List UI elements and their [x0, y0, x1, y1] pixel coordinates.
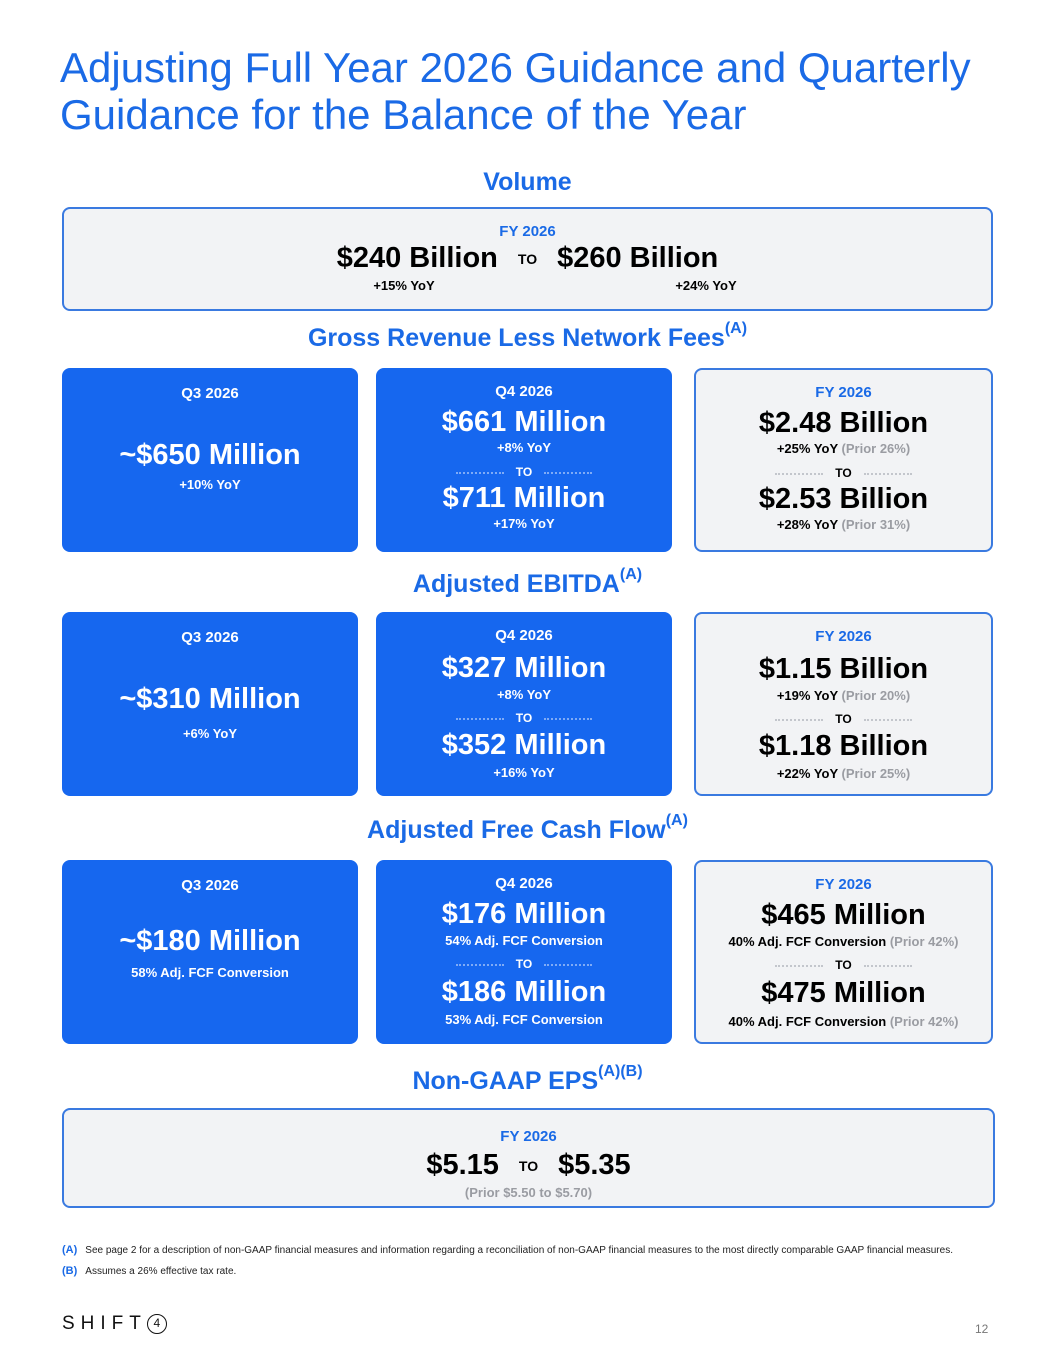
- ebitda-fy-card: FY 2026 $1.15 Billion +19% YoY (Prior 20…: [694, 612, 993, 796]
- fcf-fy-low: $465 Million: [761, 899, 926, 931]
- ebitda-q3-value: ~$310 Million: [119, 683, 301, 715]
- revenue-q4-high: $711 Million: [442, 482, 606, 514]
- ebitda-heading: Adjusted EBITDA(A): [412, 566, 643, 598]
- fcf-fy-low-sub: 40% Adj. FCF Conversion (Prior 42%): [728, 934, 959, 949]
- volume-period: FY 2026: [499, 223, 556, 240]
- revenue-fy-low: $2.48 Billion: [758, 407, 929, 439]
- volume-low: $240 Billion: [336, 242, 498, 274]
- ebitda-q4-low: $327 Million: [441, 652, 607, 684]
- ebitda-note: (A): [619, 566, 643, 583]
- fcf-fy-divider: TO: [696, 958, 991, 972]
- ebitda-fy-low: $1.15 Billion: [758, 653, 929, 685]
- revenue-fy-divider: TO: [696, 466, 991, 480]
- volume-low-yoy: +15% YoY: [373, 278, 435, 293]
- fcf-q4-high: $186 Million: [441, 976, 607, 1008]
- revenue-q4-divider: TO: [376, 465, 672, 479]
- eps-high: $5.35: [558, 1149, 631, 1181]
- revenue-q4-high-sub: +17% YoY: [493, 516, 555, 531]
- eps-heading: Non-GAAP EPS(A)(B): [412, 1063, 643, 1095]
- revenue-q4-low: $661 Million: [441, 406, 607, 438]
- page-title: Adjusting Full Year 2026 Guidance and Qu…: [60, 44, 971, 138]
- revenue-fy-low-sub: +25% YoY (Prior 26%): [776, 441, 911, 456]
- fcf-q4-period: Q4 2026: [495, 875, 553, 892]
- revenue-q4-low-sub: +8% YoY: [496, 440, 552, 455]
- revenue-q4-card: Q4 2026 $661 Million +8% YoY TO $711 Mil…: [376, 368, 672, 552]
- eps-note: (A)(B): [598, 1063, 643, 1080]
- eps-low: $5.15: [426, 1149, 499, 1181]
- fcf-heading: Adjusted Free Cash Flow(A): [367, 812, 688, 844]
- fcf-fy-card: FY 2026 $465 Million 40% Adj. FCF Conver…: [694, 860, 993, 1044]
- revenue-note: (A): [724, 320, 748, 337]
- eps-period: FY 2026: [500, 1128, 557, 1145]
- volume-heading: Volume: [483, 168, 572, 196]
- ebitda-q4-card: Q4 2026 $327 Million +8% YoY TO $352 Mil…: [376, 612, 672, 796]
- revenue-fy-card: FY 2026 $2.48 Billion +25% YoY (Prior 26…: [694, 368, 993, 552]
- fcf-q4-low-sub: 54% Adj. FCF Conversion: [445, 933, 603, 948]
- eps-to: TO: [518, 1158, 539, 1175]
- revenue-q3-card: Q3 2026 ~$650 Million +10% YoY: [62, 368, 358, 552]
- fcf-fy-high-sub: 40% Adj. FCF Conversion (Prior 42%): [728, 1014, 959, 1029]
- ebitda-q4-period: Q4 2026: [495, 627, 553, 644]
- shift4-logo: SHIFT 4: [62, 1313, 167, 1335]
- volume-high-yoy: +24% YoY: [675, 278, 737, 293]
- revenue-q3-period: Q3 2026: [181, 385, 239, 402]
- footnote-a: (A) See page 2 for a description of non-G…: [62, 1244, 953, 1256]
- ebitda-fy-low-sub: +19% YoY (Prior 20%): [776, 688, 911, 703]
- revenue-fy-high-sub: +28% YoY (Prior 31%): [776, 517, 911, 532]
- eps-prior: (Prior $5.50 to $5.70): [464, 1185, 593, 1200]
- page-number: 12: [975, 1322, 989, 1336]
- revenue-q3-sub: +10% YoY: [179, 477, 241, 492]
- ebitda-fy-divider: TO: [696, 712, 991, 726]
- fcf-q4-high-sub: 53% Adj. FCF Conversion: [445, 1012, 603, 1027]
- ebitda-fy-high-sub: +22% YoY (Prior 25%): [776, 766, 911, 781]
- volume-card: FY 2026 $240 Billion TO $260 Billion +15% …: [62, 207, 993, 311]
- fcf-q3-sub: 58% Adj. FCF Conversion: [131, 965, 289, 980]
- revenue-q4-period: Q4 2026: [495, 383, 553, 400]
- revenue-fy-high: $2.53 Billion: [758, 483, 929, 515]
- fcf-q3-card: Q3 2026 ~$180 Million 58% Adj. FCF Conve…: [62, 860, 358, 1044]
- ebitda-q4-high-sub: +16% YoY: [493, 765, 555, 780]
- fcf-q3-period: Q3 2026: [181, 877, 239, 894]
- eps-range: $5.15 TO $5.35: [64, 1148, 993, 1183]
- ebitda-q3-card: Q3 2026 ~$310 Million +6% YoY: [62, 612, 358, 796]
- ebitda-q4-high: $352 Million: [441, 729, 607, 761]
- fcf-note: (A): [665, 812, 688, 829]
- ebitda-fy-high: $1.18 Billion: [758, 730, 929, 762]
- revenue-q3-value: ~$650 Million: [119, 439, 301, 471]
- logo-four-mark: 4: [146, 1314, 167, 1334]
- eps-card: FY 2026 $5.15 TO $5.35 (Prior $5.50 to $5.…: [62, 1108, 995, 1208]
- volume-range: $240 Billion TO $260 Billion: [64, 241, 991, 276]
- ebitda-q4-divider: TO: [376, 711, 672, 725]
- ebitda-q4-low-sub: +8% YoY: [496, 687, 552, 702]
- fcf-q4-low: $176 Million: [441, 898, 607, 930]
- revenue-heading: Gross Revenue Less Network Fees(A): [307, 320, 748, 352]
- ebitda-q3-sub: +6% YoY: [182, 726, 238, 741]
- fcf-q4-divider: TO: [376, 957, 672, 971]
- revenue-fy-period: FY 2026: [815, 384, 872, 401]
- ebitda-q3-period: Q3 2026: [181, 629, 239, 646]
- ebitda-fy-period: FY 2026: [815, 628, 872, 645]
- fcf-fy-period: FY 2026: [815, 876, 872, 893]
- footnote-b: (B) Assumes a 26% effective tax rate.: [62, 1265, 237, 1277]
- fcf-q3-value: ~$180 Million: [119, 925, 301, 957]
- fcf-q4-card: Q4 2026 $176 Million 54% Adj. FCF Conver…: [376, 860, 672, 1044]
- volume-high: $260 Billion: [557, 242, 719, 274]
- fcf-fy-high: $475 Million: [761, 977, 926, 1009]
- volume-to: TO: [517, 251, 538, 268]
